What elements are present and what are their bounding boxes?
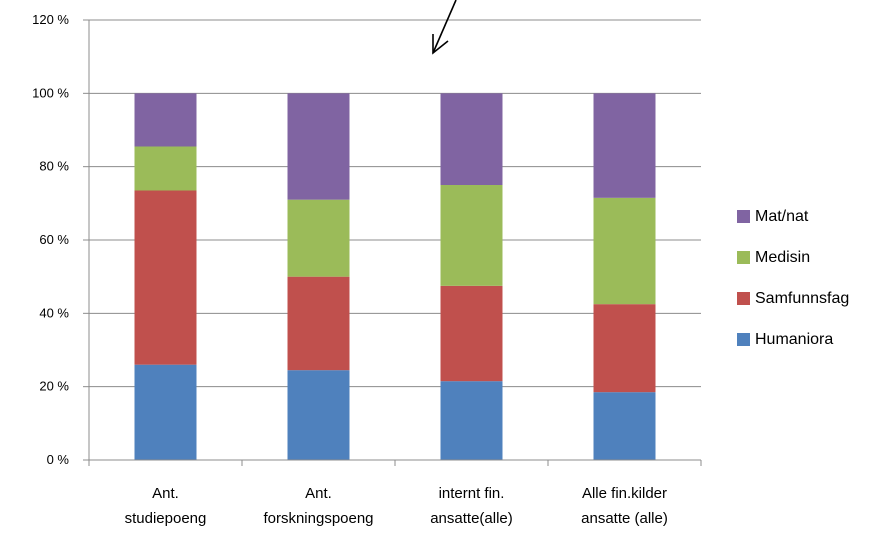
bar-segment-samfunnsfag bbox=[440, 285, 503, 382]
legend-label: Medisin bbox=[755, 249, 810, 266]
bar-segment-mat-nat bbox=[134, 93, 197, 147]
bar-segment-medisin bbox=[134, 146, 197, 191]
bar-segment-mat-nat bbox=[440, 93, 503, 185]
y-tick-label: 80 % bbox=[39, 159, 69, 174]
y-tick-label: 40 % bbox=[39, 305, 69, 320]
y-tick-labels: 0 % 20 % 40 % 60 % 80 % 100 % 120 % bbox=[32, 12, 69, 467]
bar-segment-medisin bbox=[440, 185, 503, 286]
legend-swatch bbox=[737, 251, 750, 264]
legend-label: Mat/nat bbox=[755, 208, 809, 225]
bar-segment-humaniora bbox=[593, 392, 656, 460]
y-tick-label: 20 % bbox=[39, 379, 69, 394]
axes bbox=[88, 20, 702, 466]
arrow-head bbox=[432, 34, 449, 55]
y-tick-label: 0 % bbox=[47, 452, 70, 467]
x-category-label: Ant. bbox=[152, 485, 179, 502]
bar-segment-humaniora bbox=[134, 364, 197, 460]
legend-swatch bbox=[737, 333, 750, 346]
bar-segment-humaniora bbox=[287, 370, 350, 460]
legend-swatch bbox=[737, 210, 750, 223]
arrow-shaft bbox=[432, 0, 457, 54]
x-category-label: forskningspoeng bbox=[263, 510, 373, 527]
y-tick-label: 60 % bbox=[39, 232, 69, 247]
bars bbox=[134, 93, 656, 460]
x-category-label: Alle fin.kilder bbox=[582, 485, 667, 502]
x-category-label: studiepoeng bbox=[125, 510, 207, 527]
x-category-label: internt fin. bbox=[439, 485, 505, 502]
bar-segment-samfunnsfag bbox=[287, 276, 350, 371]
bar-segment-samfunnsfag bbox=[593, 304, 656, 393]
bar-segment-mat-nat bbox=[287, 93, 350, 200]
bar-segment-samfunnsfag bbox=[134, 190, 197, 365]
legend-label: Samfunnsfag bbox=[755, 290, 849, 307]
y-tick-label: 100 % bbox=[32, 85, 69, 100]
legend-swatch bbox=[737, 292, 750, 305]
x-category-label: ansatte(alle) bbox=[430, 510, 513, 527]
bar-segment-humaniora bbox=[440, 381, 503, 460]
legend: Mat/nat Medisin Samfunnsfag Humaniora bbox=[737, 208, 849, 348]
x-category-label: ansatte (alle) bbox=[581, 510, 668, 527]
x-category-label: Ant. bbox=[305, 485, 332, 502]
legend-label: Humaniora bbox=[755, 331, 833, 348]
bar-segment-medisin bbox=[287, 199, 350, 277]
category-labels: Ant. studiepoeng Ant. forskningspoeng intern… bbox=[125, 485, 668, 527]
bar-segment-medisin bbox=[593, 197, 656, 305]
arrow-annotation bbox=[432, 0, 457, 55]
y-tick-label: 120 % bbox=[32, 12, 69, 27]
bar-segment-mat-nat bbox=[593, 93, 656, 198]
